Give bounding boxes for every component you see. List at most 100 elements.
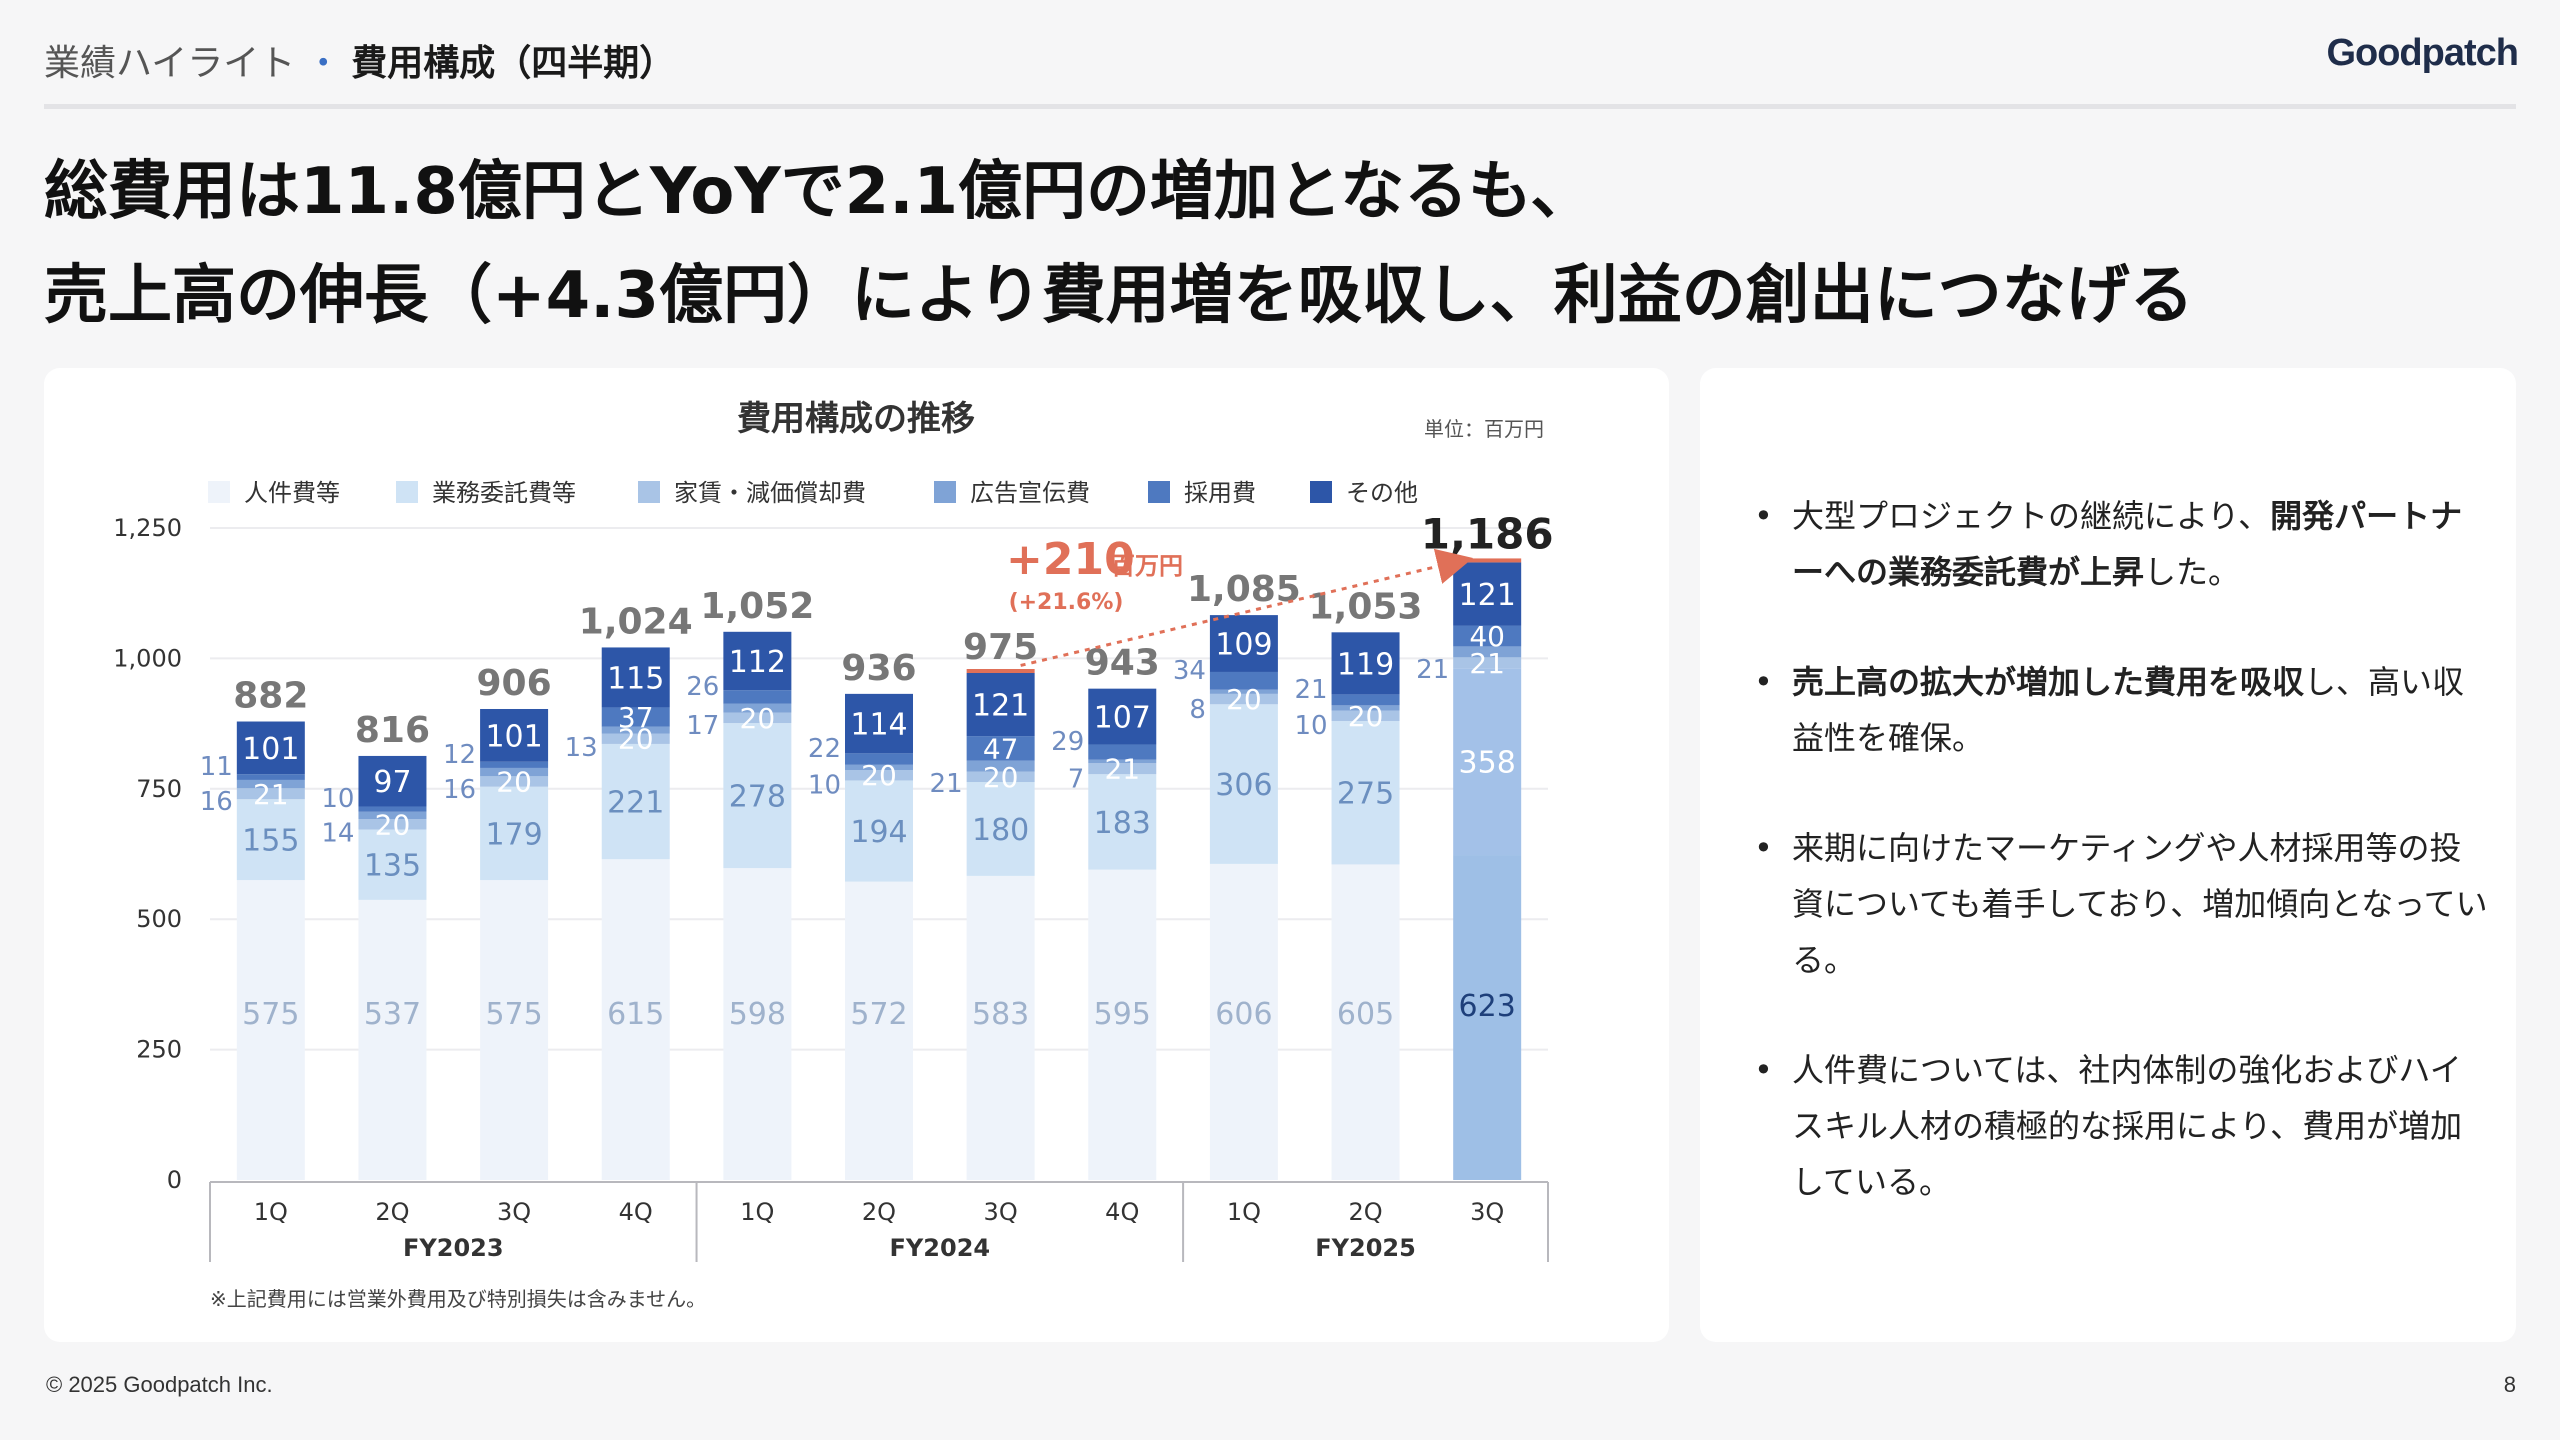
breadcrumb: 業績ハイライト・費用構成（四半期） — [44, 34, 675, 86]
segment-value-label: 623 — [1459, 989, 1516, 1024]
x-tick-label: 1Q — [1227, 1198, 1261, 1226]
bar-segment — [723, 690, 792, 704]
segment-value-label: 575 — [242, 997, 299, 1032]
bar-segment — [1331, 710, 1400, 721]
bar-segment — [966, 760, 1035, 772]
notes-card: 大型プロジェクトの継続により、開発パートナーへの業務委託費が上昇した。 売上高の… — [1700, 368, 2516, 1342]
bar-segment — [966, 736, 1035, 761]
total-label: 882 — [233, 676, 308, 717]
y-tick-label: 250 — [136, 1036, 182, 1064]
bar-segment — [966, 673, 1035, 737]
note-item: 人件費については、社内体制の強化およびハイスキル人材の積極的な採用により、費用が… — [1752, 1042, 2492, 1210]
bar-segment — [966, 771, 1035, 783]
x-tick-label: 4Q — [619, 1198, 653, 1226]
page-number: 8 — [2503, 1372, 2516, 1397]
segment-value-label: 598 — [729, 997, 786, 1032]
y-tick-label: 750 — [136, 775, 182, 803]
chart-unit-label: 単位：百万円 — [1424, 417, 1544, 441]
segment-value-label: 20 — [496, 765, 532, 798]
bar-segment — [1331, 694, 1400, 706]
bar-segment — [723, 631, 792, 691]
note-text: 大型プロジェクトの継続により、 — [1792, 497, 2271, 535]
x-tick-label: 4Q — [1105, 1198, 1139, 1226]
segment-value-label: 16 — [200, 787, 233, 817]
bar-segment — [1209, 863, 1278, 1180]
comparison-cap — [966, 669, 1035, 674]
note-item: 売上高の拡大が増加した費用を吸収し、高い収益性を確保。 — [1752, 654, 2492, 766]
segment-value-label: 575 — [485, 997, 542, 1032]
bar-segment — [1088, 688, 1157, 745]
total-label: 1,052 — [700, 586, 814, 627]
note-text: 人件費については、社内体制の強化およびハイスキル人材の積極的な採用により、費用が… — [1792, 1051, 2463, 1201]
note-highlight: 売上高の拡大が増加した費用を吸収 — [1792, 663, 2305, 701]
bar-segment — [1088, 774, 1157, 870]
segment-value-label: 306 — [1215, 768, 1272, 803]
bar-segment — [480, 776, 549, 787]
bar-segment — [601, 733, 670, 744]
segment-value-label: 20 — [983, 761, 1019, 794]
segment-value-label: 11 — [200, 752, 233, 782]
segment-value-label: 20 — [618, 723, 654, 756]
growth-percent: (+21.6%) — [1009, 590, 1124, 615]
bar-segment — [236, 880, 305, 1180]
bar-segment — [236, 779, 305, 789]
bar-segment — [1209, 689, 1278, 694]
bar-segment — [1209, 615, 1278, 672]
total-label: 943 — [1085, 643, 1160, 684]
segment-value-label: 20 — [861, 759, 897, 792]
x-tick-label: 1Q — [740, 1198, 774, 1226]
segment-value-label: 119 — [1337, 647, 1394, 682]
legend-swatch — [1148, 481, 1170, 503]
segment-value-label: 115 — [607, 661, 664, 696]
note-highlight: 開発パートナーへの業務委託費が上昇 — [1792, 497, 2463, 591]
x-tick-label: 3Q — [1470, 1198, 1504, 1226]
bar-segment — [480, 786, 549, 881]
legend-swatch — [396, 481, 418, 503]
chart-title: 費用構成の推移 — [737, 399, 975, 439]
breadcrumb-section: 業績ハイライト — [44, 43, 296, 84]
segment-value-label: 606 — [1215, 997, 1272, 1032]
chart-card: 費用構成の推移 単位：百万円 人件費等 業務委託費等 家賃・減価償却費 広告宣伝費 採用… — [44, 368, 1669, 1342]
group-label: FY2023 — [403, 1234, 504, 1262]
bar-segment — [1088, 869, 1157, 1180]
segment-value-label: 12 — [443, 740, 476, 770]
segment-value-label: 358 — [1459, 746, 1516, 781]
note-item: 大型プロジェクトの継続により、開発パートナーへの業務委託費が上昇した。 — [1752, 488, 2492, 600]
segment-value-label: 109 — [1215, 628, 1272, 663]
segment-value-label: 14 — [321, 818, 354, 848]
legend-swatch — [638, 481, 660, 503]
segment-value-label: 615 — [607, 997, 664, 1032]
bar-segment — [1331, 632, 1400, 695]
segment-value-label: 20 — [1226, 683, 1262, 716]
bar-segment — [480, 880, 549, 1180]
bar-segment — [723, 723, 792, 869]
x-tick-label: 2Q — [1348, 1198, 1382, 1226]
notes-list: 大型プロジェクトの継続により、開発パートナーへの業務委託費が上昇した。 売上高の… — [1752, 488, 2492, 1264]
segment-value-label: 20 — [740, 702, 776, 735]
bar-segment — [723, 703, 792, 713]
segment-value-label: 121 — [1459, 578, 1516, 613]
legend-label: 人件費等 — [244, 479, 340, 507]
headline-line-1: 総費用は11.8億円とYoYで2.1億円の増加となるも、 — [44, 155, 1595, 229]
x-tick-label: 1Q — [254, 1198, 288, 1226]
segment-value-label: 40 — [1469, 620, 1505, 653]
legend-label: 広告宣伝費 — [970, 479, 1090, 507]
group-label: FY2025 — [1315, 1234, 1416, 1262]
bar-segment — [845, 881, 913, 1180]
segment-value-label: 155 — [242, 824, 299, 859]
segment-value-label: 572 — [850, 997, 907, 1032]
copyright: © 2025 Goodpatch Inc. — [46, 1372, 273, 1397]
bar-segment — [845, 693, 913, 754]
bar-segment — [358, 829, 427, 900]
segment-value-label: 10 — [808, 770, 841, 800]
bar-segment — [845, 770, 913, 781]
x-tick-label: 3Q — [497, 1198, 531, 1226]
y-tick-label: 1,250 — [113, 514, 182, 542]
note-text: 来期に向けたマーケティングや人材採用等の投資についても着手しており、増加傾向とな… — [1792, 829, 2488, 979]
bar-segment — [601, 859, 670, 1180]
segment-value-label: 13 — [565, 733, 598, 763]
segment-value-label: 221 — [607, 786, 664, 821]
legend-label: その他 — [1346, 479, 1418, 507]
legend-label: 業務委託費等 — [432, 479, 576, 507]
